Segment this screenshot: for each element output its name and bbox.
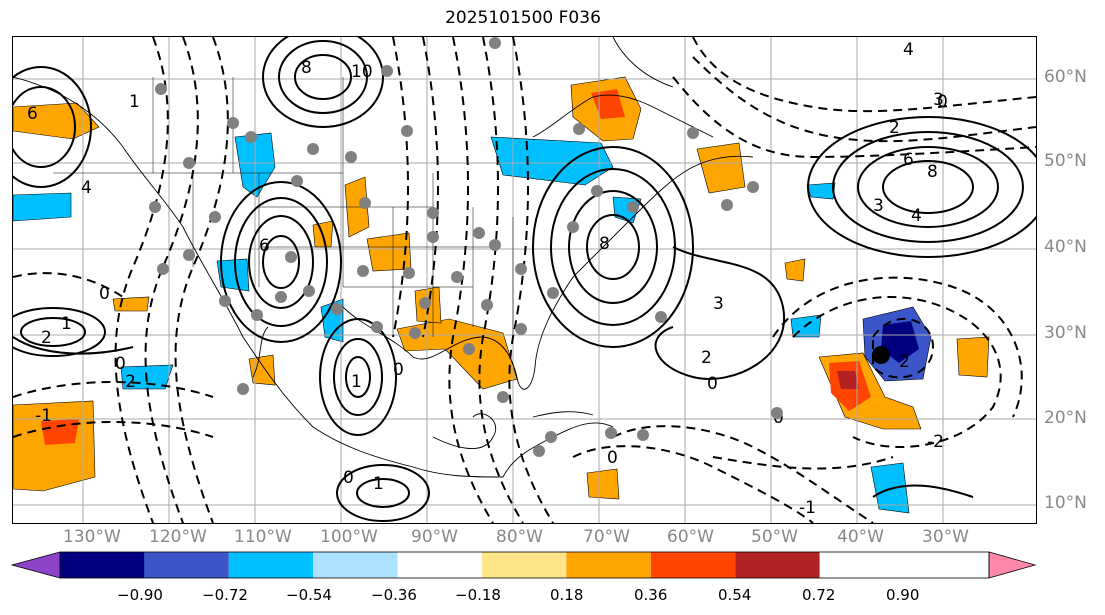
lat-label: 60°N <box>1044 67 1087 87</box>
contour-label: 3 <box>713 294 724 314</box>
blue-patch-great-lakes <box>490 136 614 186</box>
lat-label: 30°N <box>1044 323 1087 343</box>
colorbar-tick: 0.72 <box>802 586 836 604</box>
contour-label: 0 <box>607 448 618 468</box>
lon-label: 130°W <box>63 527 121 547</box>
contour-label: 6 <box>27 104 38 124</box>
lon-label: 100°W <box>320 527 378 547</box>
contour-label: 0 <box>115 354 126 374</box>
colorbar-tick: 0.36 <box>634 586 668 604</box>
orange-patch-wnv <box>112 296 150 312</box>
orange-patch-mexico-w <box>248 354 276 386</box>
contour-label: 2 <box>701 348 712 368</box>
lon-label: 50°W <box>751 527 798 547</box>
storm-center-marker <box>872 346 890 364</box>
colorbar-bin <box>313 552 398 578</box>
lat-label: 50°N <box>1044 151 1087 171</box>
contours-solid <box>13 37 1036 522</box>
colorbar-tick: 0.90 <box>886 586 920 604</box>
contour-label: 4 <box>911 206 922 226</box>
colorbar-bin <box>735 552 820 578</box>
colorbar-tick: 0.54 <box>718 586 752 604</box>
contour-label: 0 <box>707 374 718 394</box>
lon-label: 80°W <box>496 527 543 547</box>
contour-label: 2 <box>899 352 910 372</box>
contours-dashed <box>13 37 1036 523</box>
contour-label: 1 <box>373 474 384 494</box>
blue-patch-utah <box>216 258 250 292</box>
colorbar-bin <box>228 552 314 578</box>
map-panel: 0 2 1 6 8 10 4 -2 -1 0 6 8 4 3 6 8 2 3 0… <box>12 36 1037 524</box>
colorbar-tick: −0.36 <box>371 586 417 604</box>
coastlines <box>13 37 754 478</box>
orange-patch-ne-canada <box>696 142 746 194</box>
colorbar-tick: −0.54 <box>286 586 332 604</box>
contour-label: 10 <box>351 62 373 82</box>
darkred-patch-atlantic <box>837 371 859 389</box>
contour-label: 6 <box>259 236 270 256</box>
colorbar-bin <box>650 552 736 578</box>
lon-label: 30°W <box>922 527 969 547</box>
state-borders <box>53 77 514 337</box>
colorbar-tick: −0.90 <box>117 586 163 604</box>
colorbar-bin <box>566 552 651 578</box>
contour-label: 6 <box>903 150 914 170</box>
contour-label: -2 <box>119 372 136 392</box>
colorbar-bin <box>144 552 229 578</box>
observation-points <box>149 37 783 457</box>
map-title: 2025101500 F036 <box>445 8 601 28</box>
map-canvas: 0 2 1 6 8 10 4 -2 -1 0 6 8 4 3 6 8 2 3 0… <box>13 37 1036 523</box>
orange-patch-pacific-nw <box>13 102 100 140</box>
contour-label: 8 <box>927 162 938 182</box>
contour-label: 2 <box>889 118 900 138</box>
contour-label: 0 <box>393 360 404 380</box>
contour-label: 4 <box>81 178 92 198</box>
lon-label: 90°W <box>411 527 458 547</box>
colorbar-bin <box>397 552 482 578</box>
orange-patch-atl-sm <box>784 258 806 282</box>
lon-label: 70°W <box>583 527 630 547</box>
orange-patch-east-atl <box>956 336 990 378</box>
lon-label: 120°W <box>149 527 207 547</box>
lon-label: 40°W <box>837 527 884 547</box>
lat-label: 20°N <box>1044 408 1087 428</box>
contour-label: 0 <box>99 284 110 304</box>
contour-label: 1 <box>351 372 362 392</box>
contour-label: -1 <box>799 498 816 518</box>
colorbar-bin <box>482 552 567 578</box>
colorbar-tick: −0.72 <box>202 586 248 604</box>
contour-label: 0 <box>343 468 354 488</box>
colorbar-bin <box>60 552 145 578</box>
contour-label: 0 <box>937 92 948 112</box>
lat-label: 10°N <box>1044 493 1087 513</box>
contour-label: -1 <box>35 406 52 426</box>
red-patch-pacific-sw <box>41 419 79 445</box>
colorbar-tick: 0.18 <box>550 586 584 604</box>
contour-labels: 0 2 1 6 8 10 4 -2 -1 0 6 8 4 3 6 8 2 3 0… <box>27 40 948 518</box>
contour-label: 2 <box>41 328 52 348</box>
colorbar-tick: −0.18 <box>455 586 501 604</box>
contour-label: 1 <box>129 92 140 112</box>
contour-label: 8 <box>599 234 610 254</box>
contour-label: 3 <box>873 196 884 216</box>
colorbar-extend-low <box>10 551 61 579</box>
lat-label: 40°N <box>1044 237 1087 257</box>
lon-label: 110°W <box>234 527 292 547</box>
orange-patch-caribbean <box>586 468 620 500</box>
contour-label: 3 <box>933 90 944 110</box>
contour-label: 8 <box>301 58 312 78</box>
colorbar-extend-high <box>988 551 1037 579</box>
colorbar <box>10 551 1037 579</box>
blue-patch-pacific-nw <box>13 192 72 222</box>
blue-low-atlantic-inner <box>881 321 919 363</box>
blue-patch-atlantic-ne <box>806 182 836 200</box>
contour-label: 1 <box>61 314 72 334</box>
lon-label: 60°W <box>667 527 714 547</box>
contour-label: -2 <box>927 432 944 452</box>
contour-label: 4 <box>903 40 914 60</box>
